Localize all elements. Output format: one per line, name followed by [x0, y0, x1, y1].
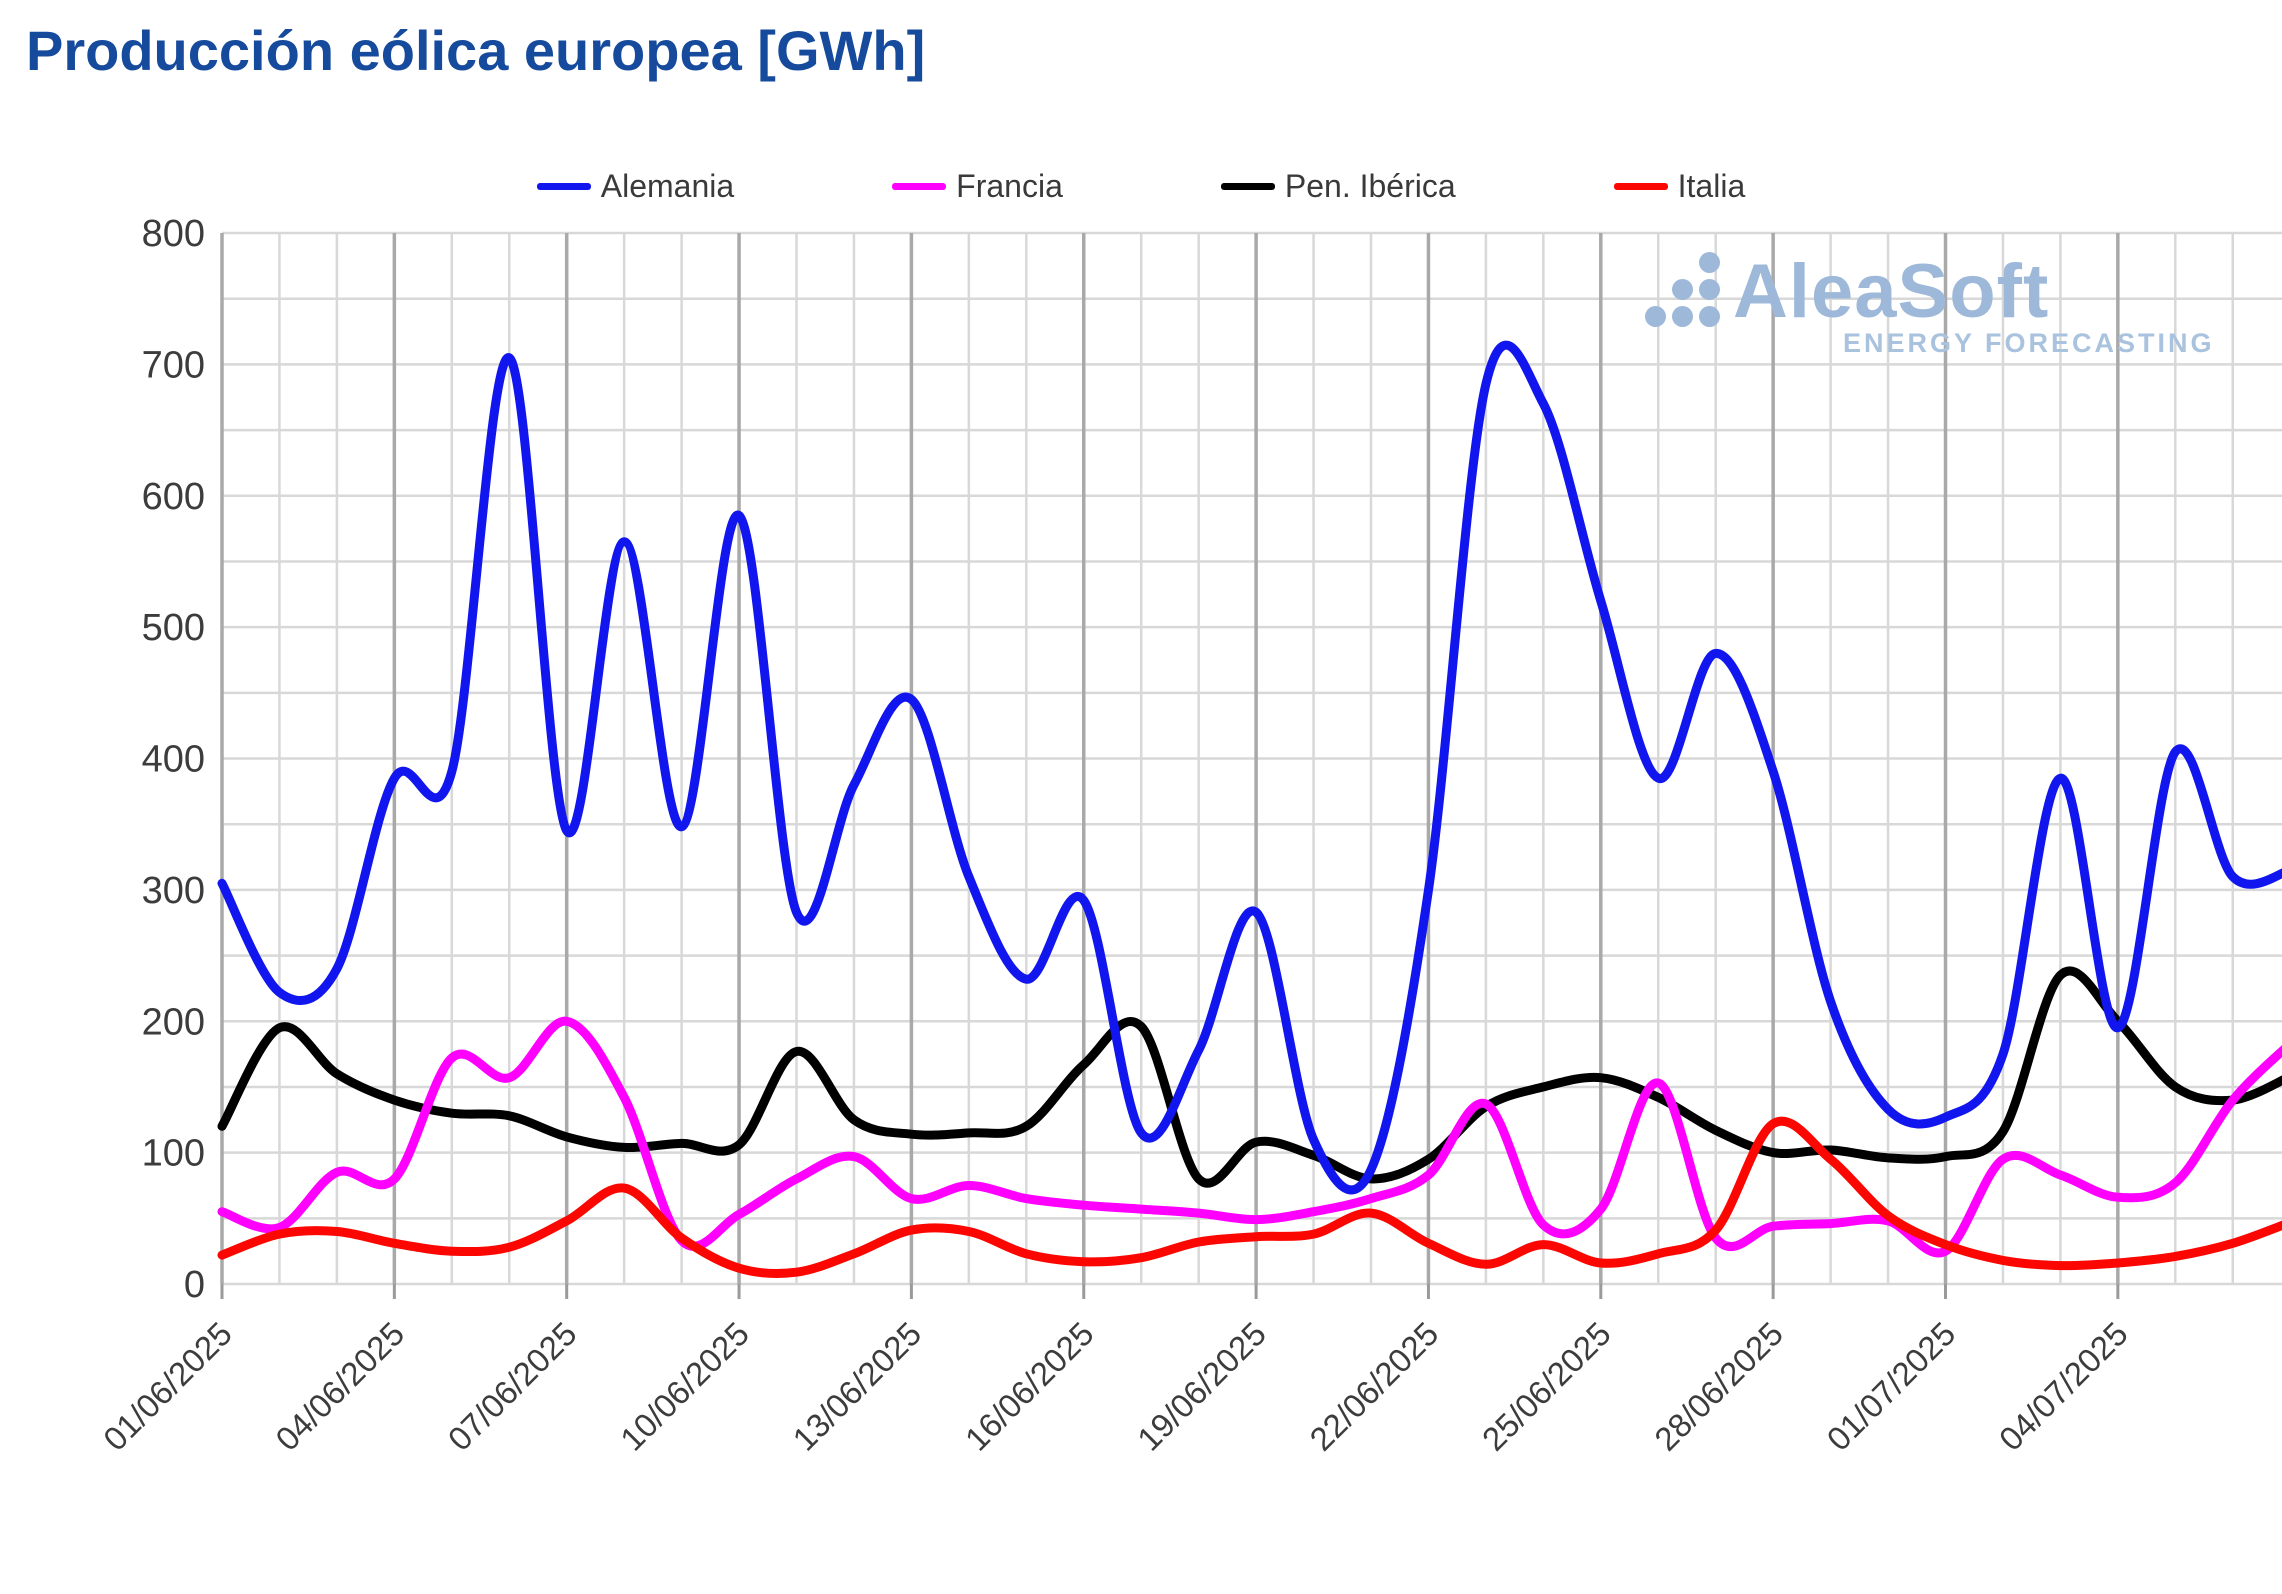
legend-label: Alemania — [600, 168, 735, 204]
x-axis-label: 01/06/2025 — [96, 1315, 239, 1458]
x-axis-label: 13/06/2025 — [785, 1315, 928, 1458]
x-axis-label: 01/07/2025 — [1819, 1315, 1962, 1458]
y-axis-label: 0 — [184, 1264, 205, 1306]
legend-item-italia: Italia — [1613, 168, 1746, 205]
x-axis-label: 07/06/2025 — [441, 1315, 584, 1458]
legend-line-swatch-italia — [1613, 183, 1668, 190]
legend-line-swatch-francia — [892, 183, 947, 190]
series-line-italia — [217, 1116, 2282, 1278]
page-title: Producción eólica europea [GWh] — [26, 19, 926, 82]
series-line-pen-iberica — [217, 966, 2282, 1188]
y-axis-label: 100 — [142, 1133, 205, 1175]
legend-label: Francia — [956, 168, 1063, 204]
legend-label: Italia — [1677, 168, 1746, 204]
series-line-alemania — [217, 340, 2282, 1195]
x-axis-label: 25/06/2025 — [1475, 1315, 1618, 1458]
legend-line-swatch-alemania — [536, 183, 591, 190]
x-axis-label: 10/06/2025 — [613, 1315, 756, 1458]
x-axis-label: 04/06/2025 — [268, 1315, 411, 1458]
y-axis-label: 700 — [142, 344, 205, 386]
y-axis-label: 500 — [142, 607, 205, 649]
legend-item-alemania: Alemania — [536, 168, 735, 205]
y-axis-label: 200 — [142, 1001, 205, 1043]
legend-item-francia: Francia — [892, 168, 1063, 205]
y-axis-label: 300 — [142, 870, 205, 912]
x-axis-label: 04/07/2025 — [1992, 1315, 2135, 1458]
y-axis-label: 400 — [142, 739, 205, 781]
y-axis-label: 600 — [142, 476, 205, 518]
y-axis-label: 800 — [142, 213, 205, 255]
chart-legend: Alemania Francia Pen. Ibérica Italia — [0, 168, 2282, 205]
x-axis-label: 22/06/2025 — [1302, 1315, 1445, 1458]
legend-label: Pen. Ibérica — [1284, 168, 1456, 204]
legend-line-swatch-pen-iberica — [1220, 183, 1275, 190]
x-axis-label: 16/06/2025 — [958, 1315, 1101, 1458]
x-axis-label: 19/06/2025 — [1130, 1315, 1273, 1458]
x-axis-label: 28/06/2025 — [1647, 1315, 1790, 1458]
series-line-francia — [217, 1016, 2282, 1258]
legend-item-pen-iberica: Pen. Ibérica — [1220, 168, 1456, 205]
